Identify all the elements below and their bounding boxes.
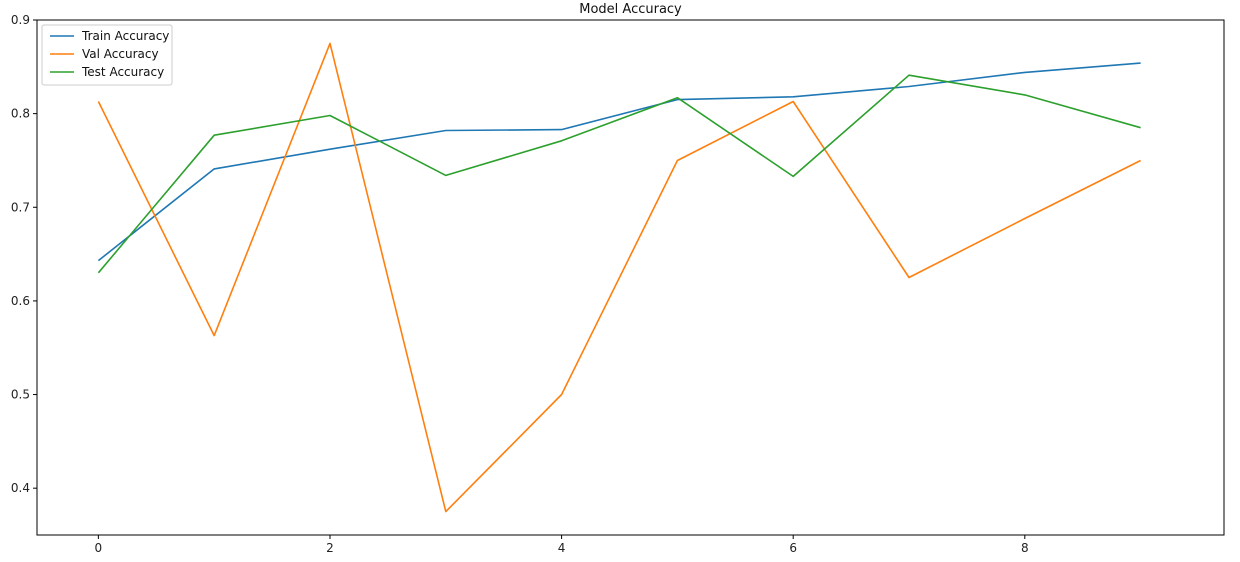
x-tick-label: 2 (326, 541, 334, 555)
legend-label: Test Accuracy (81, 65, 164, 79)
y-tick-label: 0.4 (11, 481, 30, 495)
legend: Train Accuracy Val Accuracy Test Accuracy (41, 24, 173, 86)
x-tick-label: 6 (789, 541, 797, 555)
legend-label: Val Accuracy (82, 47, 159, 61)
series-line-val-accuracy (97, 42, 1141, 513)
y-tick-label: 0.8 (11, 107, 30, 121)
chart-title: Model Accuracy (579, 2, 682, 17)
legend-box (41, 24, 173, 86)
x-tick-label: 0 (95, 541, 103, 555)
y-axis: 0.4 0.5 0.6 0.7 0.8 0.9 (11, 13, 37, 495)
y-tick-label: 0.6 (11, 294, 30, 308)
x-axis: 0 2 4 6 8 (95, 535, 1029, 555)
x-tick-label: 8 (1021, 541, 1029, 555)
axes-group: 0.4 0.5 0.6 0.7 0.8 0.9 0 2 4 6 8 (11, 13, 1225, 555)
y-tick-label: 0.5 (11, 388, 30, 402)
y-tick-label: 0.7 (11, 200, 30, 214)
x-tick-label: 4 (558, 541, 566, 555)
series-line-test-accuracy (97, 74, 1141, 274)
plot-frame (36, 19, 1225, 536)
y-tick-label: 0.9 (11, 13, 30, 27)
legend-label: Train Accuracy (81, 29, 169, 43)
series-line-train-accuracy (97, 62, 1141, 262)
series-group (97, 42, 1141, 513)
